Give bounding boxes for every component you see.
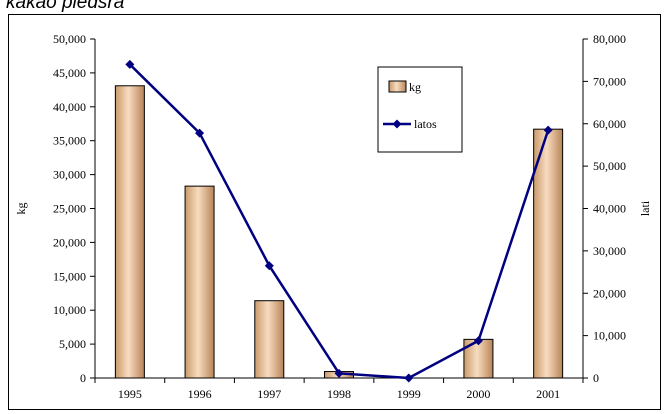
line-series-latos [125, 59, 553, 383]
legend-marker-latos [392, 119, 402, 129]
axes: 0 5,000 10,000 15,000 20,000 25,000 30,000 35,0… [14, 32, 652, 401]
x-tick-label: 1998 [327, 387, 351, 401]
y-tick-label-right: 80,000 [593, 32, 626, 46]
marker-latos-1998 [334, 368, 344, 378]
legend-swatch-kg [388, 80, 407, 93]
y-tick-label-left: 40,000 [53, 100, 86, 114]
marker-latos-2001 [543, 125, 553, 135]
x-tick-label: 1996 [188, 387, 212, 401]
y-tick-label-right: 60,000 [593, 117, 626, 131]
y-tick-label-left: 45,000 [53, 66, 86, 80]
y-tick-label-right: 0 [593, 371, 599, 385]
x-tick-label: 1999 [397, 387, 421, 401]
y-tick-label-left: 30,000 [53, 168, 86, 182]
y-tick-label-right: 50,000 [593, 159, 626, 173]
legend-label-kg: kg [409, 80, 421, 94]
y-tick-label-left: 50,000 [53, 32, 86, 46]
x-tick-label: 1995 [118, 387, 142, 401]
y-axis-title-right: lati [638, 200, 652, 216]
y-tick-label-right: 20,000 [593, 286, 626, 300]
legend-label-latos: latos [414, 117, 437, 131]
y-tick-label-left: 10,000 [53, 303, 86, 317]
bar-kg-1995 [114, 85, 145, 379]
y-tick-label-left: 5,000 [59, 337, 86, 351]
y-tick-label-left: 25,000 [53, 202, 86, 216]
marker-latos-2000 [473, 336, 483, 346]
x-tick-label: 1997 [257, 387, 281, 401]
y-tick-label-right: 10,000 [593, 329, 626, 343]
x-tick-label: 2001 [536, 387, 560, 401]
marker-latos-1995 [125, 59, 135, 69]
y-axis-title-left: kg [14, 203, 28, 215]
marker-latos-1996 [195, 128, 205, 138]
chart-frame: 0 5,000 10,000 15,000 20,000 25,000 30,000 35,0… [8, 14, 661, 410]
y-tick-label-left: 20,000 [53, 235, 86, 249]
legend: kg latos [377, 66, 463, 153]
bar-kg-1997 [254, 300, 285, 379]
bar-kg-1996 [184, 185, 215, 379]
marker-latos-1999 [404, 373, 414, 383]
y-tick-label-left: 35,000 [53, 134, 86, 148]
y-tick-label-right: 30,000 [593, 244, 626, 258]
y-tick-label-left: 0 [80, 371, 86, 385]
marker-latos-1997 [264, 261, 274, 271]
y-tick-label-right: 70,000 [593, 74, 626, 88]
page-header-text: kakao pledsra [6, 0, 125, 13]
bar-series-kg [114, 85, 564, 379]
y-tick-label-right: 40,000 [593, 202, 626, 216]
x-tick-label: 2000 [466, 387, 490, 401]
y-tick-label-left: 15,000 [53, 269, 86, 283]
combo-chart: 0 5,000 10,000 15,000 20,000 25,000 30,000 35,0… [14, 32, 652, 401]
bar-kg-2001 [533, 128, 564, 379]
